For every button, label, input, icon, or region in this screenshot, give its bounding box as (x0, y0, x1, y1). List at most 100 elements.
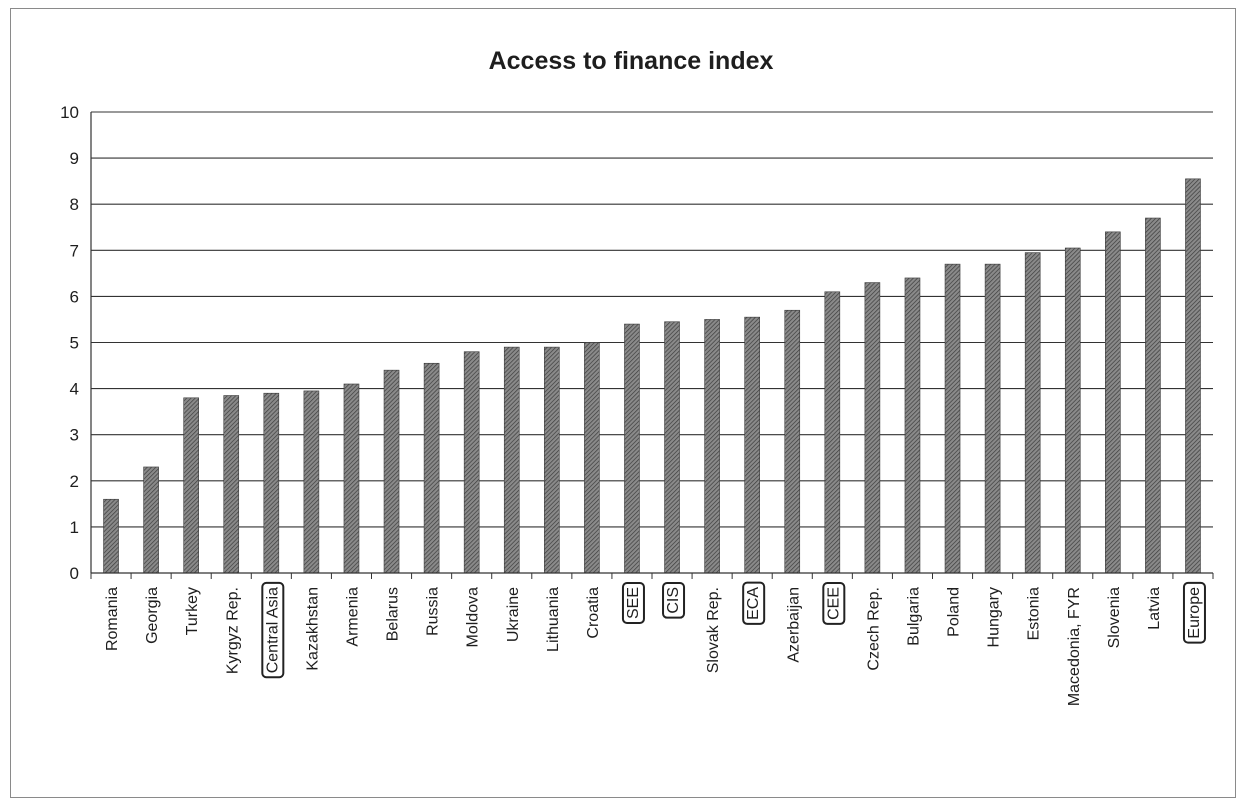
x-tick-label: SEE (625, 587, 642, 619)
x-label-group: ECA (742, 581, 766, 625)
x-tick-label: Turkey (184, 587, 201, 635)
y-tick-label: 1 (70, 518, 79, 537)
bar (143, 466, 159, 574)
y-tick-label: 10 (60, 103, 79, 122)
bar (1185, 178, 1201, 574)
y-tick-label: 0 (70, 564, 79, 583)
x-tick-label: Hungary (986, 587, 1003, 647)
bar (263, 392, 280, 574)
bar (423, 362, 440, 574)
x-label-group: Latvia (1146, 587, 1163, 630)
x-tick-label: Estonia (1026, 587, 1043, 640)
x-label-group: Estonia (1026, 587, 1043, 640)
x-tick-label: Kazakhstan (304, 587, 321, 671)
bar (904, 277, 921, 574)
highlight-box (822, 582, 846, 625)
bar (343, 383, 360, 574)
x-label-group: Russia (425, 587, 442, 636)
x-label-group: Poland (946, 587, 963, 637)
bar (664, 321, 680, 574)
y-tick-label: 3 (70, 426, 79, 445)
x-tick-label: Croatia (585, 587, 602, 639)
bar (183, 397, 199, 574)
x-tick-label: Moldova (465, 587, 482, 648)
bar (223, 395, 240, 574)
axes (90, 112, 1214, 579)
x-tick-label: Latvia (1146, 587, 1163, 630)
x-tick-label: CIS (665, 587, 682, 614)
bar (383, 369, 400, 574)
x-tick-label: Bulgaria (905, 587, 922, 646)
x-tick-label: Kyrgyz Rep. (224, 587, 241, 674)
x-tick-label: Slovak Rep. (705, 587, 722, 673)
x-tick-label: Georgia (144, 587, 161, 644)
highlight-box (742, 581, 766, 625)
y-tick-label: 2 (70, 472, 79, 491)
highlight-box (621, 582, 645, 625)
bar (944, 263, 961, 574)
bar (624, 323, 640, 574)
x-tick-label: Poland (946, 587, 963, 637)
bar (584, 342, 600, 574)
x-label-group: Bulgaria (905, 587, 922, 646)
bar (103, 498, 119, 574)
x-label-group: Moldova (465, 587, 482, 648)
x-label-group: Europe (1182, 581, 1206, 644)
bar-chart: Access to finance index 0 1 2 3 4 5 6 7 8 9 10 Rom… (60, 47, 1214, 706)
x-label-group: Georgia (144, 587, 161, 644)
y-tick-label: 5 (70, 334, 79, 353)
x-tick-label: Macedonia, FYR (1066, 587, 1083, 706)
x-label-group: Croatia (585, 587, 602, 639)
x-label-group: Belarus (385, 587, 402, 641)
x-label-group: Kazakhstan (304, 587, 321, 671)
x-tick-label: Armenia (344, 587, 361, 647)
x-label-group: Slovenia (1106, 587, 1123, 648)
x-label-group: Azerbaijan (785, 587, 802, 663)
bar (1105, 231, 1121, 574)
bar (303, 390, 320, 574)
bar (1064, 247, 1081, 574)
x-tick-label: Azerbaijan (785, 587, 802, 663)
x-label-group: Lithuania (545, 587, 562, 652)
x-label-group: Hungary (986, 587, 1003, 647)
x-tick-label: Central Asia (264, 587, 281, 673)
highlight-box (662, 582, 686, 619)
highlight-box (1182, 581, 1206, 644)
x-tick-label: Ukraine (505, 587, 522, 642)
x-label-group: SEE (621, 582, 645, 625)
gridlines (91, 111, 1213, 528)
x-label-group: Macedonia, FYR (1066, 587, 1083, 706)
x-tick-label: CEE (825, 587, 842, 620)
x-tick-label: ECA (745, 587, 762, 620)
highlight-box (261, 581, 285, 679)
bar (744, 316, 760, 574)
bar (704, 319, 720, 574)
x-tick-label: Europe (1186, 587, 1203, 639)
x-label-group: Ukraine (505, 587, 522, 642)
bar (824, 291, 841, 574)
bar (463, 351, 480, 574)
chart-title: Access to finance index (489, 47, 774, 75)
x-label-group: Slovak Rep. (705, 587, 722, 673)
y-tick-label: 7 (70, 241, 79, 260)
bar (984, 263, 1001, 574)
x-label-group: Romania (104, 587, 121, 651)
x-label-group: Turkey (184, 587, 201, 635)
x-label-group: Czech Rep. (865, 587, 882, 671)
y-tick-label: 8 (70, 195, 79, 214)
x-axis-labels: Romania Georgia Turkey Kyrgyz Rep. Central A… (104, 581, 1206, 706)
y-axis: 0 1 2 3 4 5 6 7 8 9 10 (60, 103, 79, 583)
chart-frame: Access to finance index 0 1 2 3 4 5 6 7 8 9 10 Rom… (10, 8, 1236, 798)
bar (1145, 217, 1161, 574)
x-tick-label: Lithuania (545, 587, 562, 652)
bar (864, 282, 881, 574)
bar (1024, 252, 1041, 574)
x-label-group: Central Asia (261, 581, 285, 679)
x-tick-label: Belarus (385, 587, 402, 641)
y-tick-label: 4 (70, 380, 79, 399)
x-label-group: CEE (822, 582, 846, 625)
y-tick-label: 6 (70, 287, 79, 306)
x-label-group: Armenia (344, 587, 361, 647)
x-tick-label: Slovenia (1106, 587, 1123, 648)
x-tick-label: Russia (425, 587, 442, 636)
